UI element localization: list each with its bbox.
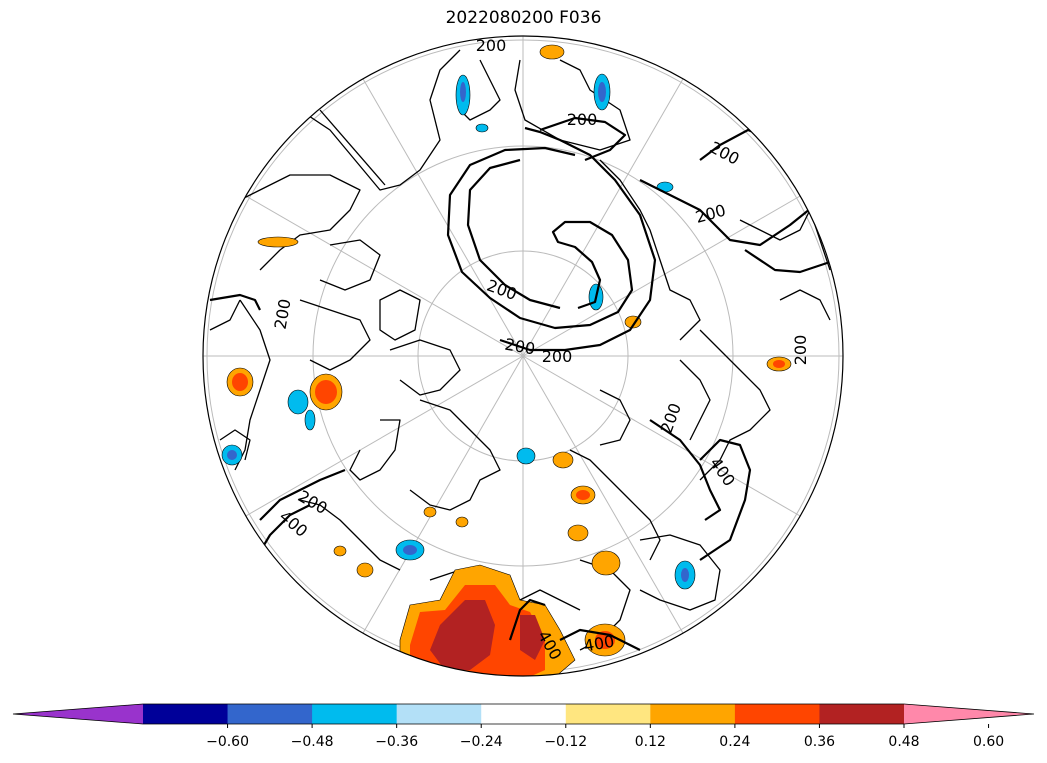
contour-label: 200 [707,138,743,169]
contour-label: 200 [484,276,519,304]
contour-200-trough [446,146,634,330]
colorbar-segment [312,704,398,724]
colorbar-segment [565,704,651,724]
colorbar-tick-label: 0.12 [635,734,666,750]
contour-label: 200 [542,347,573,366]
colorbar-tick-label: 0.48 [888,734,919,750]
contour-400-east [649,419,722,521]
neg-patch-6 [287,389,309,415]
colorbar-tick-label: −0.12 [544,734,587,750]
colorbar-segment [650,704,736,724]
colorbar-tick-label: −0.36 [375,734,418,750]
pos-patch-2 [257,236,299,248]
pos-patch-1 [539,44,565,60]
colorbar-tick-label: −0.24 [460,734,503,750]
colorbar-segment [143,704,229,724]
neg-patch-11 [304,409,316,431]
coastlines [209,49,831,651]
meridian-120 [522,355,815,525]
colorbar-segment [481,704,567,724]
colorbar-segment [227,704,313,724]
colorbar-extend-low [13,704,143,724]
meridian-330 [354,64,524,357]
contour-200-inner [466,158,561,310]
pos-patch-14 [423,506,437,518]
pos-patch-12 [591,550,621,576]
contour-400-south [508,598,546,641]
contour-400-south2 [559,628,641,651]
neg-patch-8 [516,447,536,465]
contour-200-west [209,293,261,311]
colorbar-outline [12,703,1035,725]
meridian-300 [231,187,524,357]
contour-label: 200 [791,335,810,366]
map-title: 2022080200 F036 [445,8,602,28]
colorbar-segment [396,704,482,724]
anomaly-shading [221,44,792,676]
pos-patch-10 [333,545,347,557]
meridian-240 [231,355,524,525]
colorbar-segment [734,704,820,724]
meridian-30 [522,64,692,357]
pos-patch-9 [567,524,589,542]
colorbar-extend-high [904,704,1034,724]
colorbar-tick-label: 0.24 [719,734,750,750]
neg-patch-3 [475,123,489,133]
colorbar-tick-label: −0.60 [206,734,249,750]
contour-label: 200 [567,110,598,129]
meridian-210 [354,355,524,648]
contour-label: 200 [476,36,507,55]
contour-label: 400 [706,454,739,490]
contour-400-east2 [699,438,752,561]
colorbar-segment [819,704,905,724]
contour-200-east [639,179,816,247]
colorbar-tick-label: −0.48 [291,734,334,750]
contour-label: 200 [693,201,727,227]
colorbar-tick-label: 0.60 [973,734,1004,750]
contour-label: 400 [276,507,312,541]
contour-label: 200 [657,401,685,436]
meridian-150 [522,355,692,648]
pos-patch-15 [455,516,469,528]
pos-patch-7 [552,451,574,469]
contour-label: 200 [503,335,536,359]
meridian-60 [522,187,815,357]
contour-200-southwest [259,468,346,521]
map-boundary [202,35,844,677]
contour-200-east2 [744,249,831,274]
colorbar: −0.60 −0.48 −0.36 −0.24 −0.12 0.12 0.24 0.36 0.4… [12,703,1035,750]
colorbar-tick-label: 0.36 [804,734,835,750]
contour-label: 200 [271,297,295,330]
pos-patch-11 [356,562,374,578]
contour-200-outer [499,126,657,352]
contour-200-north [539,116,627,162]
contour-lines [209,116,831,651]
